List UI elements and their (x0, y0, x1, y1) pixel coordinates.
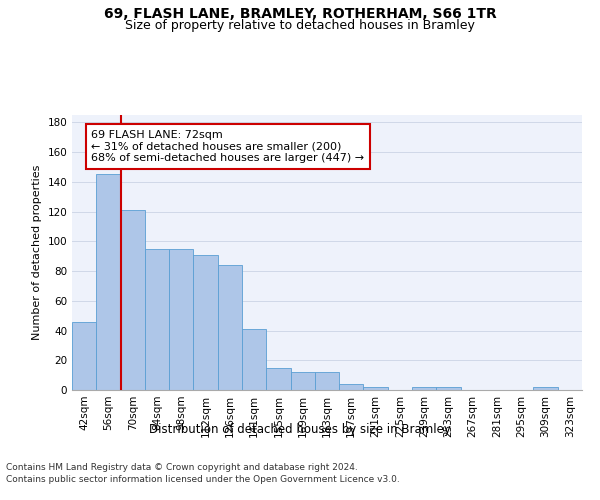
Bar (290, 372, 315, 390)
Bar (364, 387, 388, 390)
Text: Distribution of detached houses by size in Bramley: Distribution of detached houses by size … (149, 422, 451, 436)
Bar (193, 254, 218, 390)
Bar (533, 387, 558, 390)
Bar (315, 372, 339, 390)
Bar (121, 210, 145, 390)
Bar (242, 329, 266, 390)
Bar (96, 174, 121, 390)
Text: Contains HM Land Registry data © Crown copyright and database right 2024.: Contains HM Land Registry data © Crown c… (6, 462, 358, 471)
Bar (436, 387, 461, 390)
Text: Contains public sector information licensed under the Open Government Licence v3: Contains public sector information licen… (6, 475, 400, 484)
Bar (339, 384, 364, 390)
Bar (412, 387, 436, 390)
Bar (169, 249, 193, 390)
Bar (72, 322, 96, 390)
Bar (218, 265, 242, 390)
Bar (266, 368, 290, 390)
Text: Size of property relative to detached houses in Bramley: Size of property relative to detached ho… (125, 18, 475, 32)
Text: 69, FLASH LANE, BRAMLEY, ROTHERHAM, S66 1TR: 69, FLASH LANE, BRAMLEY, ROTHERHAM, S66 … (104, 8, 496, 22)
Y-axis label: Number of detached properties: Number of detached properties (32, 165, 42, 340)
Bar (145, 249, 169, 390)
Text: 69 FLASH LANE: 72sqm
← 31% of detached houses are smaller (200)
68% of semi-deta: 69 FLASH LANE: 72sqm ← 31% of detached h… (91, 130, 365, 163)
